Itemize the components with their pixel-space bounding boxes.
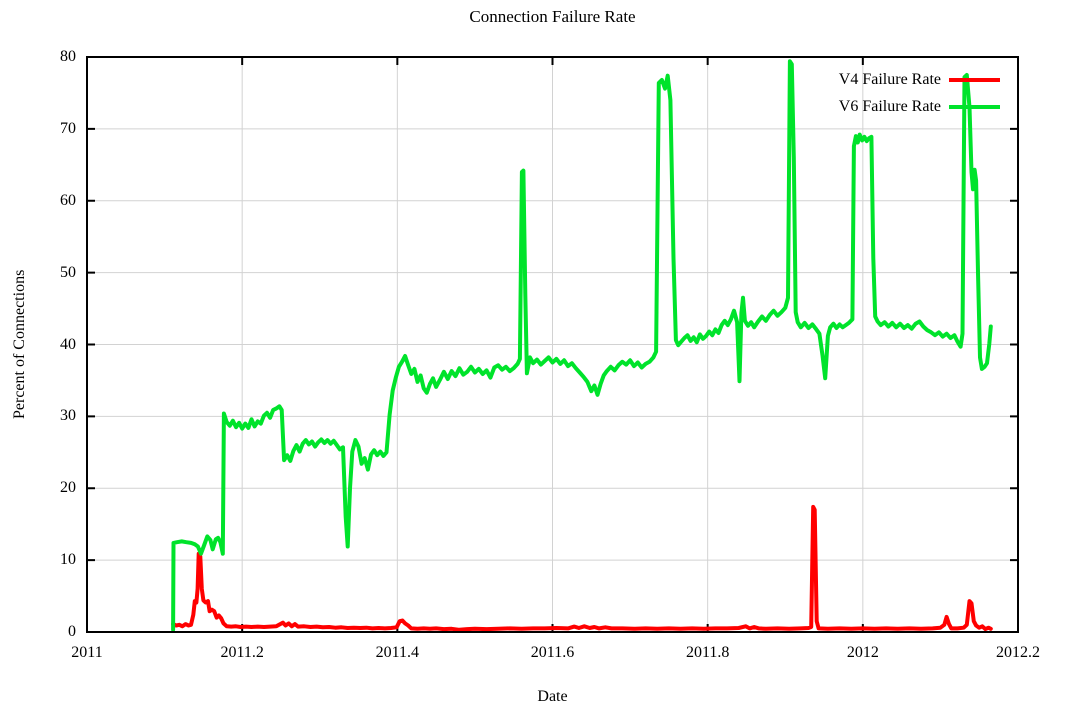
y-tick-label: 0 xyxy=(68,623,76,640)
x-tick-label: 2011.6 xyxy=(530,644,575,661)
x-tick-label: 2011.4 xyxy=(375,644,420,661)
x-tick-label: 2012 xyxy=(846,644,879,661)
y-tick-label: 40 xyxy=(60,335,76,353)
x-tick-label: 2011.8 xyxy=(685,644,730,661)
y-tick-label: 50 xyxy=(60,263,76,281)
y-tick-label: 10 xyxy=(60,551,76,569)
y-tick-label: 60 xyxy=(60,191,76,209)
legend-label-v4: V4 Failure Rate xyxy=(838,71,941,88)
x-tick-label: 2011.2 xyxy=(220,644,264,661)
y-tick-label: 30 xyxy=(60,407,76,425)
v4-legend-line-sample xyxy=(949,78,1000,82)
y-tick-label: 70 xyxy=(60,119,76,137)
x-axis-label: Date xyxy=(537,688,568,705)
x-tick-label: 2012.2 xyxy=(996,644,1040,661)
plot-area xyxy=(86,56,1019,633)
chart-title: Connection Failure Rate xyxy=(469,7,636,26)
y-tick-label: 80 xyxy=(60,48,76,65)
y-tick-label: 20 xyxy=(60,479,76,497)
v6-legend-line-sample xyxy=(949,105,1000,109)
legend-label-v6: V6 Failure Rate xyxy=(838,98,941,115)
x-tick-label: 2011 xyxy=(71,644,103,661)
